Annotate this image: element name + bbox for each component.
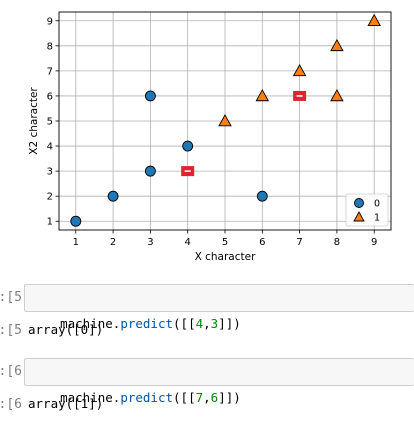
output-prompt: 6]:: [0, 397, 22, 412]
x-tick-label: 9: [371, 237, 377, 248]
series-1-point: [330, 38, 344, 52]
code-input[interactable]: machine.predict([[7,6]]): [24, 358, 414, 405]
series-0-point: [256, 190, 268, 202]
code-open: ([[: [173, 316, 196, 331]
series-1-point: [330, 89, 344, 102]
code-arg-a: 7: [195, 390, 204, 405]
code-close: ]]): [218, 316, 241, 331]
x-tick-label: 7: [296, 237, 302, 248]
series-1-point: [218, 114, 232, 127]
series-0-point: [70, 215, 82, 227]
y-tick-label: 4: [47, 142, 53, 153]
code-object: machine.: [60, 316, 121, 331]
code-function: predict: [120, 390, 174, 405]
code-open: ([[: [173, 390, 196, 405]
output-prompt: 5]:: [0, 323, 22, 338]
legend-label: 1: [374, 213, 380, 224]
x-tick-label: 3: [147, 237, 153, 248]
axis-ticks: 1 2 3 4 5 6 7 8 9 1 2 3 4 5 6 7 8 9: [47, 16, 378, 248]
x-tick-label: 8: [334, 237, 340, 248]
series-0-point: [144, 90, 156, 102]
y-tick-label: 8: [47, 41, 53, 52]
legend-marker-0: [354, 198, 364, 208]
code-input[interactable]: machine.predict([[4,3]]): [24, 284, 414, 331]
x-tick-label: 2: [110, 237, 116, 248]
series-0-point: [182, 140, 194, 152]
code-arg-a: 4: [195, 316, 204, 331]
legend-box: [345, 193, 389, 227]
y-tick-label: 7: [47, 66, 53, 77]
legend-label: 0: [374, 199, 380, 210]
code-object: machine.: [60, 390, 121, 405]
code-output: array([0]): [28, 322, 104, 337]
code-output: array([1]): [28, 396, 104, 411]
input-prompt: 5]:: [0, 290, 22, 305]
series-0-point: [107, 190, 119, 202]
legend-marker-1: [353, 211, 365, 222]
input-prompt: 6]:: [0, 364, 22, 379]
code-sep: ,: [203, 316, 211, 331]
legend: 01: [345, 193, 389, 227]
x-tick-label: 1: [73, 237, 79, 248]
y-tick-label: 9: [47, 16, 53, 27]
data-points: [70, 13, 381, 227]
code-arg-b: 3: [210, 316, 219, 331]
series-1-point: [292, 63, 307, 77]
y-tick-label: 6: [47, 91, 53, 102]
scatter-plot: 1 2 3 4 5 6 7 8 9 1 2 3 4 5 6 7 8 9 X character X2 charac…: [28, 11, 392, 263]
y-tick-label: 3: [47, 167, 53, 178]
x-tick-label: 5: [222, 237, 228, 248]
x-axis-label: X character: [195, 251, 256, 263]
y-tick-label: 2: [47, 192, 53, 203]
code-sep: ,: [203, 390, 211, 405]
series-1-point: [255, 89, 270, 102]
y-tick-label: 1: [47, 217, 53, 228]
series-0-point: [144, 165, 156, 177]
code-function: predict: [120, 316, 174, 331]
code-arg-b: 6: [210, 390, 219, 405]
x-tick-label: 4: [185, 237, 191, 248]
code-close: ]]): [218, 390, 241, 405]
y-tick-label: 5: [47, 117, 53, 128]
y-axis-label: X2 character: [28, 87, 40, 155]
x-tick-label: 6: [259, 237, 265, 248]
series-1-point: [367, 13, 381, 27]
